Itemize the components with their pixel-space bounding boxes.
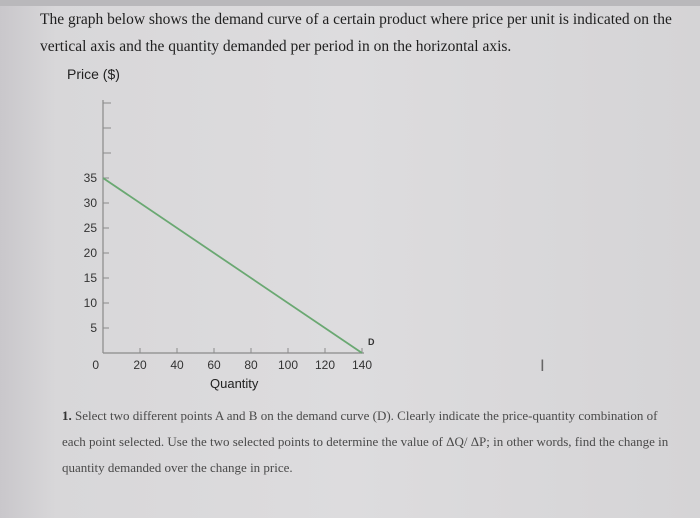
question-text: Select two different points A and B on t… (62, 408, 669, 475)
x-tick-label: 80 (244, 358, 258, 372)
x-tick-label: 60 (207, 358, 221, 372)
x-tick-label: 140 (352, 358, 372, 372)
text-cursor-icon: I (540, 356, 545, 375)
y-tick-label: 5 (90, 321, 97, 335)
x-tick-label: 0 (92, 358, 99, 372)
x-tick-label: 100 (278, 358, 298, 372)
y-tick-label: 30 (84, 196, 98, 210)
demand-curve-label: D (368, 337, 375, 347)
y-tick-label: 10 (84, 296, 98, 310)
y-tick-label: 15 (84, 271, 98, 285)
question-number: 1. (62, 408, 72, 423)
y-axis-title: Price ($) (67, 66, 120, 82)
question-paragraph: 1. Select two different points A and B o… (62, 403, 672, 481)
x-tick-label: 120 (315, 358, 335, 372)
y-tick-label: 25 (84, 221, 98, 235)
x-tick-label: 20 (133, 358, 147, 372)
y-tick-label: 20 (84, 246, 98, 260)
x-tick-label: 40 (170, 358, 184, 372)
intro-paragraph: The graph below shows the demand curve o… (40, 11, 672, 55)
demand-curve-line (102, 177, 363, 354)
page-top-edge (0, 0, 700, 6)
x-axis-title: Quantity (210, 376, 259, 391)
y-tick-label: 35 (84, 171, 98, 185)
